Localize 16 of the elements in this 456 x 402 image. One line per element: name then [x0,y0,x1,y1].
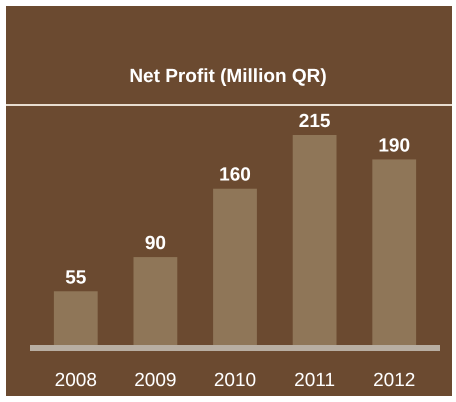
data-label: 190 [378,135,410,156]
bar [213,188,257,345]
data-label: 90 [144,233,166,254]
data-label: 55 [65,267,87,288]
x-tick-label: 2012 [373,370,416,391]
x-tick-label: 2008 [54,370,97,391]
data-label: 160 [219,164,251,186]
chart-title: Net Profit (Million QR) [129,66,327,87]
x-tick-label: 2009 [134,370,177,391]
bar [133,257,178,345]
bar [372,159,416,345]
data-label: 215 [298,111,331,132]
bar [292,135,337,345]
bar [54,291,98,345]
x-tick-label: 2010 [214,370,256,391]
x-tick-label: 2011 [294,370,336,391]
